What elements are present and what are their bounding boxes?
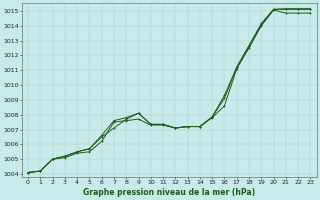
X-axis label: Graphe pression niveau de la mer (hPa): Graphe pression niveau de la mer (hPa)	[83, 188, 255, 197]
